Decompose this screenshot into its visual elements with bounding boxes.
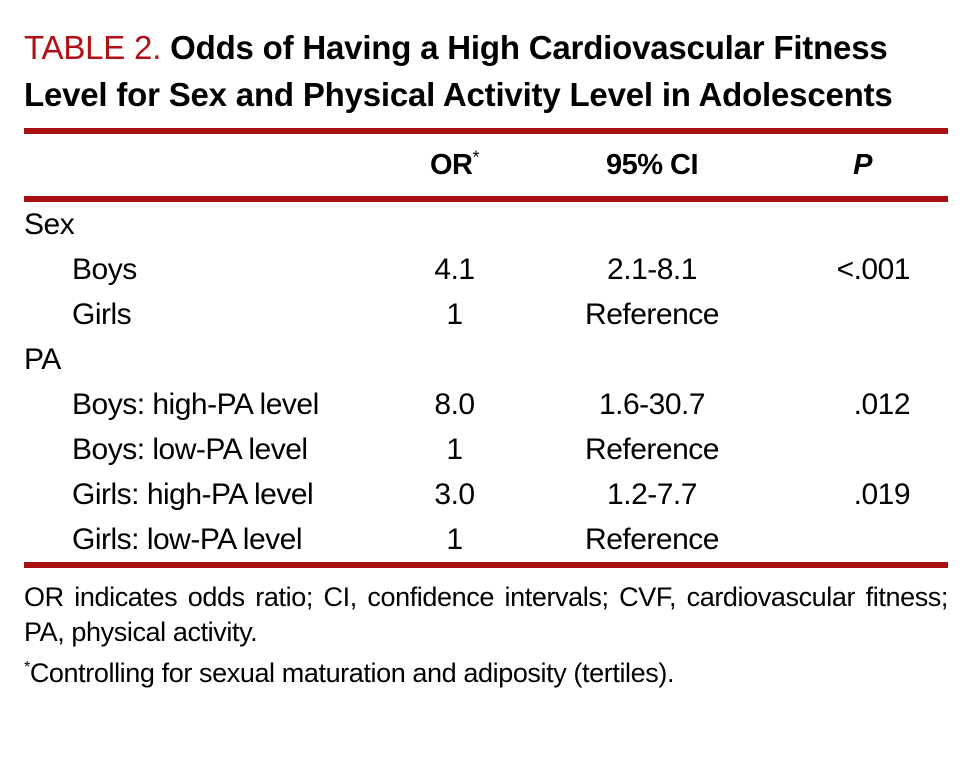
or-header-text: OR	[429, 148, 473, 181]
table-row: Girls: high-PA level 3.0 1.2-7.7 .019	[24, 472, 948, 517]
row-ci-value: Reference	[585, 522, 719, 556]
footnotes-section: OR indicates odds ratio; CI, confidence …	[24, 580, 948, 691]
row-ci-value: 1.6-30.7	[598, 387, 706, 421]
row-ci-value: Reference	[585, 432, 719, 466]
row-or-value: 8.0	[434, 387, 475, 421]
row-ci-value: Reference	[585, 297, 719, 331]
asterisk-footnote-text: Controlling for sexual maturation and ad…	[29, 658, 675, 688]
table-row: Boys: high-PA level 8.0 1.6-30.7 .012	[24, 382, 948, 427]
table-row: Boys: low-PA level 1 Reference	[24, 427, 948, 472]
row-p-value: .012	[853, 387, 911, 421]
table-row: Girls 1 Reference	[24, 292, 948, 337]
row-or-value: 1	[446, 432, 463, 466]
column-header-or: OR*	[382, 146, 527, 182]
row-label: Girls: high-PA level	[72, 477, 314, 511]
row-label: Boys: low-PA level	[72, 432, 308, 466]
row-label: Boys: high-PA level	[72, 387, 319, 421]
row-or-value: 3.0	[434, 477, 475, 511]
bottom-rule	[24, 562, 948, 568]
row-or-value: 1	[446, 297, 463, 331]
table-number-label: TABLE 2.	[24, 29, 162, 66]
table-body: Sex Boys 4.1 2.1-8.1 <.001 Girls 1 Refer…	[24, 202, 948, 562]
footnote-marker: *	[24, 659, 30, 676]
table-row: PA	[24, 337, 948, 382]
or-footnote-marker: *	[472, 146, 479, 167]
row-ci-value: 2.1-8.1	[607, 252, 697, 286]
row-label: Girls	[72, 297, 132, 331]
row-label: PA	[24, 342, 61, 376]
table-header-row: OR* 95% CI P	[24, 134, 948, 196]
row-label: Boys	[72, 252, 137, 286]
table-row: Boys 4.1 2.1-8.1 <.001	[24, 247, 948, 292]
table-title: TABLE 2. Odds of Having a High Cardiovas…	[24, 24, 904, 118]
row-label: Girls: low-PA level	[72, 522, 303, 556]
row-ci-value: 1.2-7.7	[607, 477, 697, 511]
header-rule	[24, 196, 948, 202]
row-label: Sex	[24, 207, 75, 241]
top-rule	[24, 128, 948, 134]
table-row: Sex	[24, 202, 948, 247]
row-p-value: <.001	[836, 252, 911, 286]
row-or-value: 4.1	[434, 252, 475, 286]
column-header-p: P	[853, 148, 872, 181]
row-or-value: 1	[446, 522, 463, 556]
column-header-ci: 95% CI	[605, 148, 699, 181]
table-title-text: Odds of Having a High Cardiovascular Fit…	[24, 29, 893, 113]
table-row: Girls: low-PA level 1 Reference	[24, 517, 948, 562]
abbreviations-footnote: OR indicates odds ratio; CI, confidence …	[24, 582, 948, 647]
row-p-value: .019	[853, 477, 911, 511]
asterisk-footnote: *Controlling for sexual maturation and a…	[24, 656, 948, 691]
